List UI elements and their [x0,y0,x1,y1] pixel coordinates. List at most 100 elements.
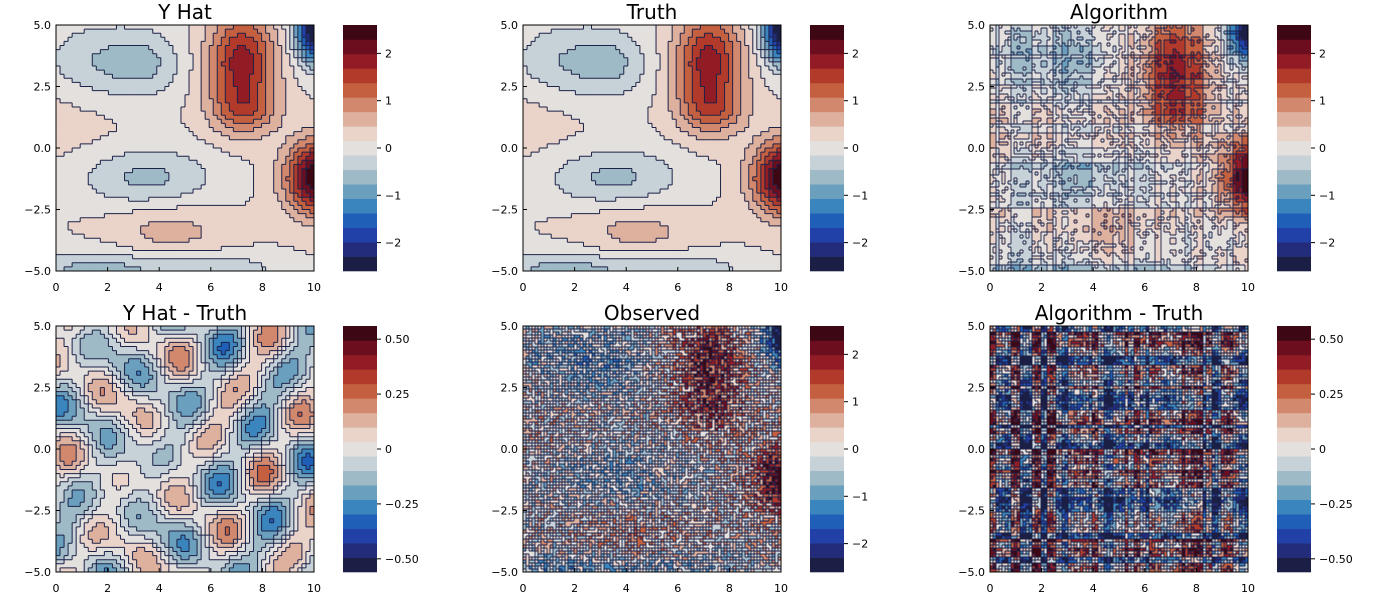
heatmap-cell [145,111,149,115]
heatmap-cell [213,193,217,197]
heatmap-cell [262,197,266,201]
heatmap-cell [270,214,274,218]
heatmap-cell [250,46,254,50]
heatmap-cell [108,230,112,234]
heatmap-cell [100,201,104,205]
heatmap-cell [185,222,189,226]
heatmap-cell [205,156,209,160]
heatmap-cell [274,66,278,70]
heatmap-cell [286,91,290,95]
heatmap-cell [121,50,125,54]
heatmap-cell [201,46,205,50]
heatmap-cell [258,103,262,107]
heatmap-cell [80,78,84,82]
heatmap-cell [125,29,129,33]
heatmap-cell [96,173,100,177]
heatmap-cell [254,242,258,246]
heatmap-cell [181,164,185,168]
heatmap-cell [254,160,258,164]
heatmap-cell [290,87,294,91]
heatmap-cell [274,46,278,50]
heatmap-cell [205,218,209,222]
heatmap-cell [80,50,84,54]
heatmap-cell [121,222,125,226]
heatmap-cell [141,50,145,54]
heatmap-cell [165,95,169,99]
heatmap-cell [306,234,310,238]
heatmap-cell [149,152,153,156]
heatmap-cell [173,103,177,107]
heatmap-cell [217,160,221,164]
heatmap-cell [100,181,104,185]
heatmap-cell [217,181,221,185]
heatmap-cell [60,107,64,111]
heatmap-cell [165,197,169,201]
heatmap-cell [169,132,173,136]
heatmap-cell [237,87,241,91]
heatmap-cell [72,58,76,62]
heatmap-cell [104,103,108,107]
heatmap-cell [133,54,137,58]
heatmap-cell [241,132,245,136]
heatmap-cell [129,152,133,156]
heatmap-cell [282,173,286,177]
heatmap-cell [72,41,76,45]
heatmap-cell [141,119,145,123]
heatmap-cell [68,156,72,160]
heatmap-cell [104,173,108,177]
heatmap-cell [169,66,173,70]
heatmap-cell [88,201,92,205]
heatmap-cell [217,33,221,37]
heatmap-cell [84,218,88,222]
heatmap-cell [104,66,108,70]
heatmap-cell [270,132,274,136]
heatmap-cell [262,123,266,127]
heatmap-cell [201,152,205,156]
heatmap-cell [141,58,145,62]
heatmap-cell [165,115,169,119]
heatmap-cell [165,164,169,168]
heatmap-cell [80,25,84,29]
heatmap-cell [266,54,270,58]
heatmap-cell [112,160,116,164]
heatmap-cell [104,41,108,45]
heatmap-cell [169,214,173,218]
heatmap-cell [80,95,84,99]
heatmap-cell [108,82,112,86]
heatmap-cell [193,78,197,82]
heatmap-cell [213,181,217,185]
heatmap-cell [278,91,282,95]
heatmap-cell [294,136,298,140]
heatmap-cell [189,82,193,86]
heatmap-cell [254,222,258,226]
heatmap-cell [237,144,241,148]
heatmap-cell [181,222,185,226]
heatmap-cell [233,218,237,222]
heatmap-cell [129,103,133,107]
heatmap-cell [258,201,262,205]
heatmap-cell [153,99,157,103]
heatmap-cell [209,177,213,181]
heatmap-cell [213,251,217,255]
heatmap-cell [286,140,290,144]
heatmap-cell [193,210,197,214]
heatmap-cell [290,234,294,238]
heatmap-cell [108,107,112,111]
heatmap-cell [225,119,229,123]
heatmap-cell [161,103,165,107]
heatmap-cell [262,128,266,132]
heatmap-cell [233,123,237,127]
heatmap-cell [60,140,64,144]
heatmap-cell [76,210,80,214]
heatmap-cell [80,156,84,160]
heatmap-cell [56,255,60,259]
heatmap-cell [237,140,241,144]
heatmap-cell [217,152,221,156]
heatmap-cell [129,218,133,222]
heatmap-cell [254,230,258,234]
heatmap-cell [209,189,213,193]
heatmap-cell [193,103,197,107]
heatmap-cell [161,173,165,177]
heatmap-cell [177,169,181,173]
heatmap-cell [245,222,249,226]
